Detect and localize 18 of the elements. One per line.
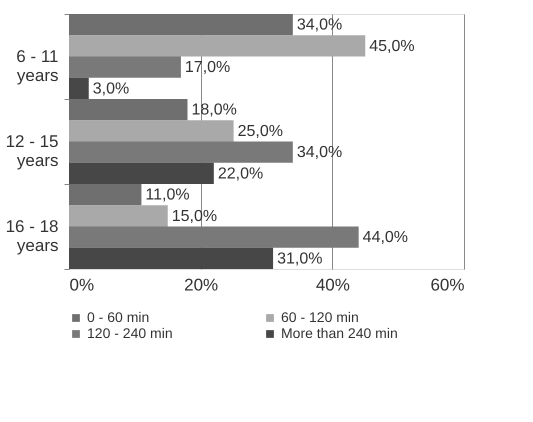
data-label: 22,0% bbox=[218, 165, 264, 182]
data-label: 44,0% bbox=[362, 229, 408, 246]
y-tick-label: 16 - 18 years bbox=[6, 217, 58, 255]
legend-label: 60 - 120 min bbox=[281, 309, 359, 325]
legend-label: 0 - 60 min bbox=[87, 309, 150, 325]
data-label: 3,0% bbox=[92, 80, 130, 98]
x-tick-label: 40% bbox=[316, 276, 350, 294]
legend-label: 120 - 240 min bbox=[87, 325, 173, 341]
legend-label: More than 240 min bbox=[281, 325, 398, 341]
data-label: 11,0% bbox=[145, 186, 190, 204]
data-label: 25,0% bbox=[238, 122, 283, 140]
y-tick-label: 12 - 15 years bbox=[6, 132, 58, 170]
y-tick-label: 6 - 11 years bbox=[16, 47, 58, 85]
data-label: 45,0% bbox=[369, 38, 415, 55]
x-tick-label: 60% bbox=[430, 276, 464, 294]
data-label: 31,0% bbox=[277, 250, 322, 268]
x-tick-label: 0% bbox=[70, 276, 94, 294]
x-tick-label: 20% bbox=[184, 276, 218, 294]
